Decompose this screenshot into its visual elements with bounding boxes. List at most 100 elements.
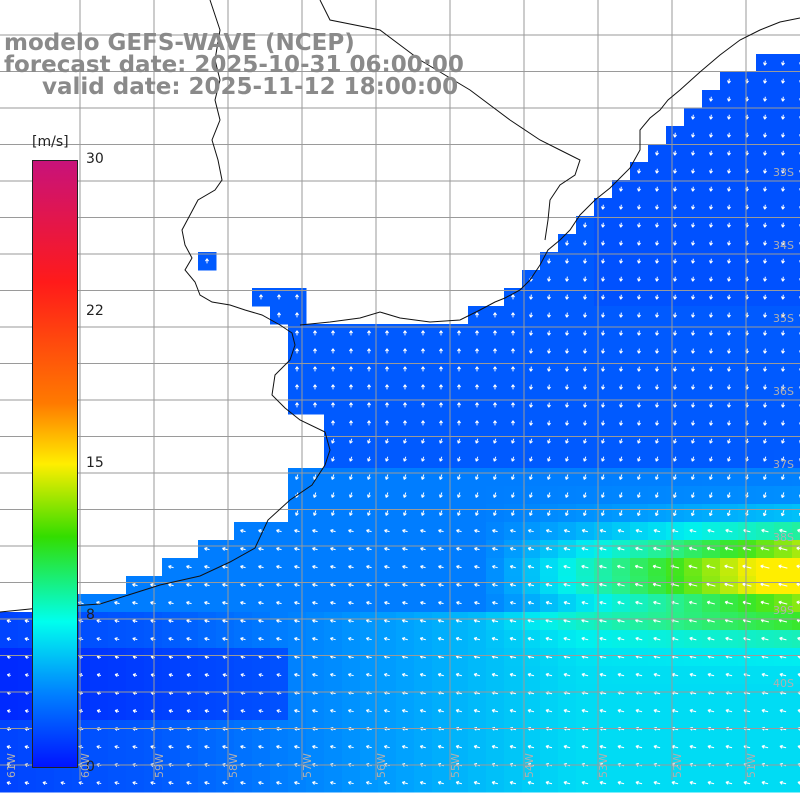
wind-arrow xyxy=(781,402,785,408)
wind-arrow xyxy=(545,528,552,533)
wind-arrow xyxy=(601,420,605,426)
wind-arrow xyxy=(689,780,697,785)
wind-arrow xyxy=(547,348,551,354)
wind-arrow xyxy=(763,96,767,102)
wind-arrow xyxy=(312,547,318,551)
wind-arrow xyxy=(385,384,389,390)
wind-arrow xyxy=(365,672,372,677)
wind-arrow xyxy=(708,510,713,517)
wind-arrow xyxy=(349,348,353,354)
wind-arrow xyxy=(493,312,497,318)
wind-arrow xyxy=(402,547,408,551)
wind-arrow xyxy=(763,132,767,138)
lat-label: 34S xyxy=(773,239,794,252)
wind-arrow xyxy=(545,744,553,749)
wind-speed-cell xyxy=(792,612,800,631)
wind-arrow xyxy=(222,565,228,569)
wind-arrow xyxy=(601,258,605,264)
wind-arrow xyxy=(601,276,605,282)
wind-arrow xyxy=(367,402,371,408)
wind-arrow xyxy=(240,745,246,749)
wind-arrow xyxy=(581,708,589,713)
wind-arrow xyxy=(637,438,641,444)
wind-arrow xyxy=(385,330,389,336)
wind-arrow xyxy=(727,294,731,300)
wind-arrow xyxy=(204,601,210,605)
wind-arrow xyxy=(455,780,462,785)
wind-speed-cell xyxy=(792,594,800,613)
wind-arrow xyxy=(96,619,102,623)
wind-arrow xyxy=(24,781,30,785)
wind-arrow xyxy=(491,582,498,587)
wind-arrow xyxy=(563,528,570,533)
wind-arrow xyxy=(763,150,767,156)
wind-arrow xyxy=(637,456,641,462)
wind-arrow xyxy=(527,600,534,605)
wind-arrow xyxy=(439,420,443,426)
wind-arrow xyxy=(349,438,353,444)
wind-arrow xyxy=(673,276,677,282)
wind-arrow xyxy=(709,438,713,444)
wind-arrow xyxy=(475,510,479,516)
wind-arrow xyxy=(511,492,515,498)
wind-arrow xyxy=(330,744,336,749)
wind-arrow xyxy=(634,564,643,569)
wind-arrow xyxy=(547,294,551,300)
wind-arrow xyxy=(637,204,641,210)
wind-arrow xyxy=(761,636,769,641)
wind-arrow xyxy=(312,618,318,623)
wind-arrow xyxy=(619,402,623,408)
wind-arrow xyxy=(186,565,192,569)
wind-arrow xyxy=(150,637,156,641)
wind-arrow xyxy=(493,348,497,354)
wind-arrow xyxy=(186,673,192,677)
wind-arrow xyxy=(403,456,407,462)
wind-arrow xyxy=(565,474,569,480)
wind-arrow xyxy=(691,330,695,336)
wind-arrow xyxy=(599,582,607,587)
wind-arrow xyxy=(691,420,695,426)
wind-arrow xyxy=(727,240,731,246)
wind-arrow xyxy=(781,150,785,156)
wind-arrow xyxy=(763,258,767,264)
wind-arrow xyxy=(547,366,551,372)
wind-arrow xyxy=(114,673,120,677)
lat-lon-gridlines xyxy=(0,0,800,780)
wind-arrow xyxy=(385,510,389,516)
wind-arrow xyxy=(601,204,605,210)
wind-arrow xyxy=(707,672,715,677)
wind-arrow xyxy=(240,673,246,677)
wind-arrow xyxy=(742,546,752,551)
wind-arrow xyxy=(637,420,641,426)
wind-arrow xyxy=(349,384,353,390)
wind-arrow xyxy=(168,637,174,641)
wind-arrow xyxy=(601,438,605,444)
wind-arrow xyxy=(168,673,174,677)
wind-arrow xyxy=(601,402,605,408)
wind-arrow xyxy=(563,582,571,587)
wind-arrow xyxy=(384,547,390,551)
wind-arrow xyxy=(601,456,605,462)
wind-arrow xyxy=(295,402,299,408)
wind-arrow xyxy=(132,637,138,641)
wind-arrow xyxy=(619,348,623,354)
wind-arrow xyxy=(635,744,643,749)
wind-arrow xyxy=(331,492,335,498)
wind-arrow xyxy=(96,709,102,714)
wind-arrow xyxy=(673,312,677,318)
wind-speed-cell xyxy=(792,72,800,91)
wind-arrow xyxy=(438,529,444,533)
wind-arrow xyxy=(545,708,553,713)
wind-arrow xyxy=(240,709,246,713)
wind-arrow xyxy=(276,619,282,623)
wind-arrow xyxy=(294,529,300,533)
wind-arrow xyxy=(222,673,228,677)
wind-arrow xyxy=(150,601,156,605)
wind-arrow xyxy=(295,330,299,336)
wind-arrow xyxy=(691,240,695,246)
wind-arrow xyxy=(619,330,623,336)
wind-arrow xyxy=(491,636,499,641)
wind-arrow xyxy=(689,744,697,749)
wind-speed-cell xyxy=(792,576,800,595)
wind-arrow xyxy=(330,529,336,533)
